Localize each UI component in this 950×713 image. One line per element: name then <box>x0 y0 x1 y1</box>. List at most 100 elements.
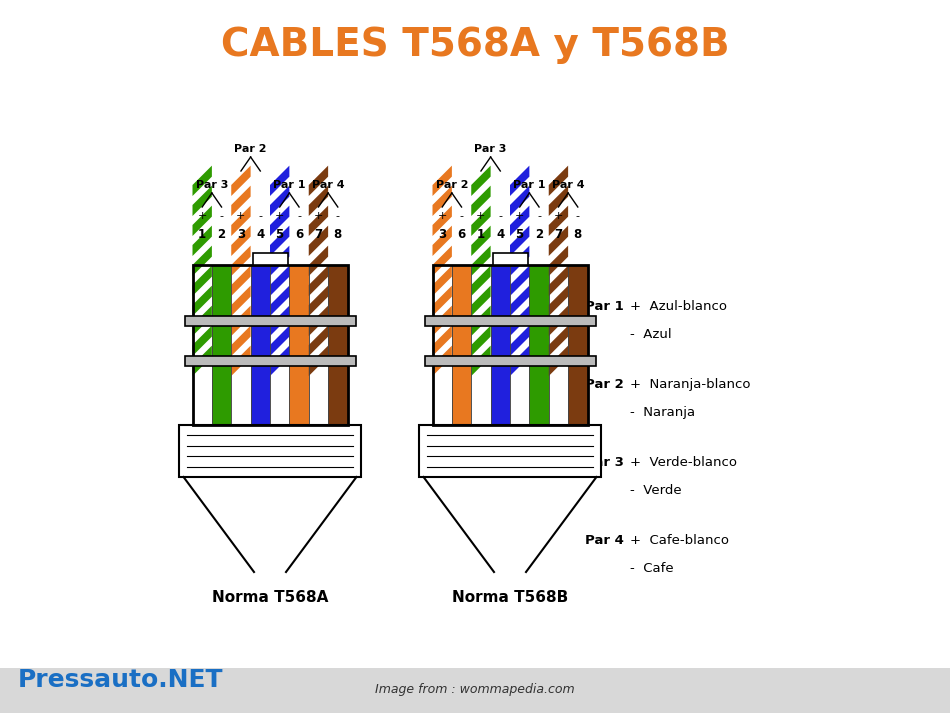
Bar <box>425 356 596 366</box>
Bar <box>309 265 328 425</box>
Text: 7: 7 <box>314 228 322 241</box>
Bar <box>231 265 251 425</box>
Polygon shape <box>193 165 212 196</box>
Polygon shape <box>471 266 490 296</box>
Bar <box>309 265 328 425</box>
Text: Norma T568B: Norma T568B <box>452 590 568 605</box>
Bar <box>529 265 549 425</box>
Polygon shape <box>510 165 529 196</box>
Bar <box>193 265 212 425</box>
Polygon shape <box>549 225 568 256</box>
Bar <box>212 265 231 425</box>
Polygon shape <box>231 306 251 336</box>
Text: 4: 4 <box>256 228 264 241</box>
Bar <box>510 265 529 425</box>
Text: Par 3: Par 3 <box>585 456 624 469</box>
Polygon shape <box>270 185 290 216</box>
Polygon shape <box>193 326 212 356</box>
Polygon shape <box>432 245 452 276</box>
Polygon shape <box>231 286 251 316</box>
Bar <box>270 265 290 425</box>
Bar <box>432 265 452 425</box>
Polygon shape <box>193 286 212 316</box>
Bar <box>432 265 587 425</box>
Polygon shape <box>549 165 568 196</box>
Polygon shape <box>231 225 251 256</box>
Text: Par 1: Par 1 <box>513 180 545 190</box>
Text: +: + <box>314 211 323 221</box>
Polygon shape <box>471 185 490 216</box>
Text: 5: 5 <box>276 228 284 241</box>
Polygon shape <box>432 266 452 296</box>
Text: Pressauto.NET: Pressauto.NET <box>18 668 223 692</box>
Bar <box>179 425 361 477</box>
Polygon shape <box>270 225 290 256</box>
Bar <box>184 356 355 366</box>
Text: +  Azul-blanco: + Azul-blanco <box>630 300 727 313</box>
Polygon shape <box>510 245 529 276</box>
Polygon shape <box>309 306 328 336</box>
Text: +: + <box>438 211 446 221</box>
Polygon shape <box>471 205 490 236</box>
Polygon shape <box>471 326 490 356</box>
Text: -: - <box>258 211 262 221</box>
Bar <box>452 265 471 425</box>
Text: Image from : wommapedia.com: Image from : wommapedia.com <box>375 684 575 697</box>
Polygon shape <box>270 306 290 336</box>
Polygon shape <box>549 245 568 276</box>
Polygon shape <box>510 266 529 296</box>
Polygon shape <box>549 185 568 216</box>
Polygon shape <box>193 346 212 376</box>
Bar <box>529 265 549 425</box>
Text: Par 2: Par 2 <box>436 180 468 190</box>
Polygon shape <box>270 346 290 376</box>
Polygon shape <box>471 225 490 256</box>
Text: Par 3: Par 3 <box>474 144 506 154</box>
Polygon shape <box>510 185 529 216</box>
Text: -: - <box>335 211 340 221</box>
Bar <box>212 265 231 425</box>
Text: +  Cafe-blanco: + Cafe-blanco <box>630 534 729 547</box>
Polygon shape <box>309 165 328 196</box>
Text: 8: 8 <box>574 228 582 241</box>
Bar <box>253 253 288 265</box>
Polygon shape <box>231 205 251 236</box>
Text: 5: 5 <box>516 228 523 241</box>
Polygon shape <box>510 205 529 236</box>
Bar <box>568 265 587 425</box>
Text: -: - <box>297 211 301 221</box>
Polygon shape <box>231 266 251 296</box>
Bar <box>290 265 309 425</box>
Bar <box>490 265 510 425</box>
Bar <box>432 265 452 425</box>
Polygon shape <box>270 245 290 276</box>
Polygon shape <box>432 326 452 356</box>
Polygon shape <box>309 346 328 376</box>
Polygon shape <box>193 306 212 336</box>
Text: 2: 2 <box>218 228 226 241</box>
Text: -  Naranja: - Naranja <box>630 406 695 419</box>
Text: 4: 4 <box>496 228 504 241</box>
Polygon shape <box>549 346 568 376</box>
Text: Par 1: Par 1 <box>274 180 306 190</box>
Polygon shape <box>510 225 529 256</box>
Polygon shape <box>510 286 529 316</box>
Bar <box>270 265 290 425</box>
Text: 3: 3 <box>438 228 446 241</box>
Text: Par 1: Par 1 <box>585 300 624 313</box>
Polygon shape <box>270 286 290 316</box>
Polygon shape <box>432 225 452 256</box>
Polygon shape <box>270 326 290 356</box>
Polygon shape <box>193 205 212 236</box>
Polygon shape <box>309 266 328 296</box>
Polygon shape <box>432 306 452 336</box>
Polygon shape <box>432 185 452 216</box>
Polygon shape <box>270 205 290 236</box>
Text: -: - <box>219 211 223 221</box>
Text: -  Verde: - Verde <box>630 484 682 497</box>
Text: 3: 3 <box>237 228 245 241</box>
Bar <box>193 265 212 425</box>
Bar <box>193 265 348 425</box>
Bar <box>328 265 348 425</box>
Polygon shape <box>549 266 568 296</box>
